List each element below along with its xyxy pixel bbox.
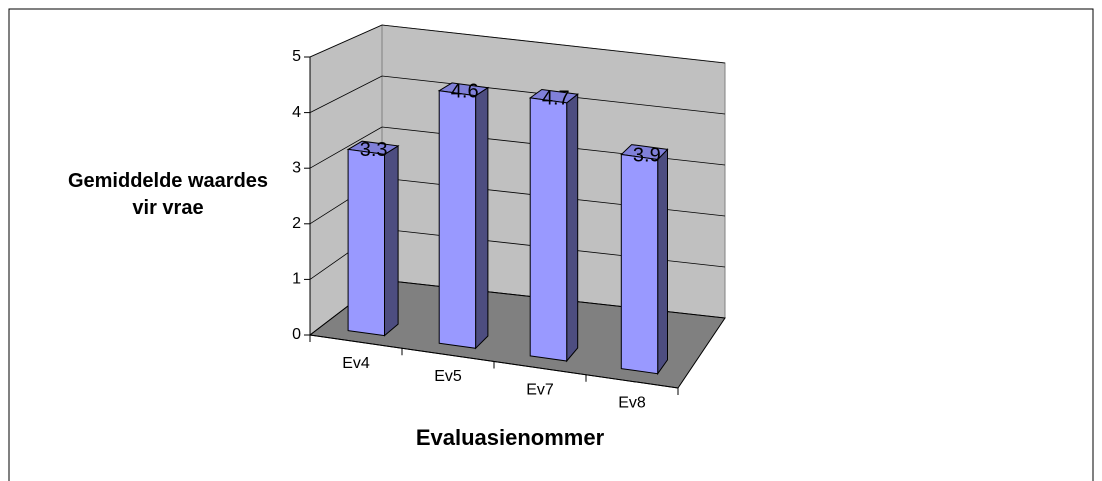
y-tick-label: 4 — [292, 104, 301, 121]
bar-side — [566, 93, 579, 363]
bar-side — [475, 86, 489, 350]
bar-side — [384, 144, 399, 337]
bar — [529, 97, 568, 362]
bar — [438, 90, 477, 349]
data-label: 3.3 — [360, 139, 388, 161]
chart-border — [8, 8, 1094, 481]
data-label: 4.6 — [451, 80, 479, 102]
y-tick-label: 0 — [292, 326, 301, 343]
x-tick-label: Ev7 — [526, 381, 554, 398]
x-axis-title: Evaluasienommer — [415, 425, 605, 450]
grid-line — [309, 24, 726, 64]
y-tick-label: 5 — [292, 48, 301, 65]
bar — [620, 153, 659, 375]
x-tick-label: Ev4 — [342, 355, 370, 372]
y-tick-label: 2 — [292, 215, 301, 232]
y-axis-title: Gemiddelde waardes vir vrae — [67, 170, 269, 219]
bar-side — [657, 148, 668, 376]
y-tick-label: 3 — [292, 159, 301, 176]
data-label: 3.9 — [633, 144, 661, 166]
grid-line — [309, 126, 726, 169]
data-label: 4.7 — [542, 88, 570, 110]
x-tick-label: Ev5 — [434, 368, 462, 385]
bar — [347, 148, 385, 337]
x-tick-label: Ev8 — [618, 395, 646, 412]
y-tick-label: 1 — [292, 271, 301, 288]
grid-line — [309, 75, 726, 115]
